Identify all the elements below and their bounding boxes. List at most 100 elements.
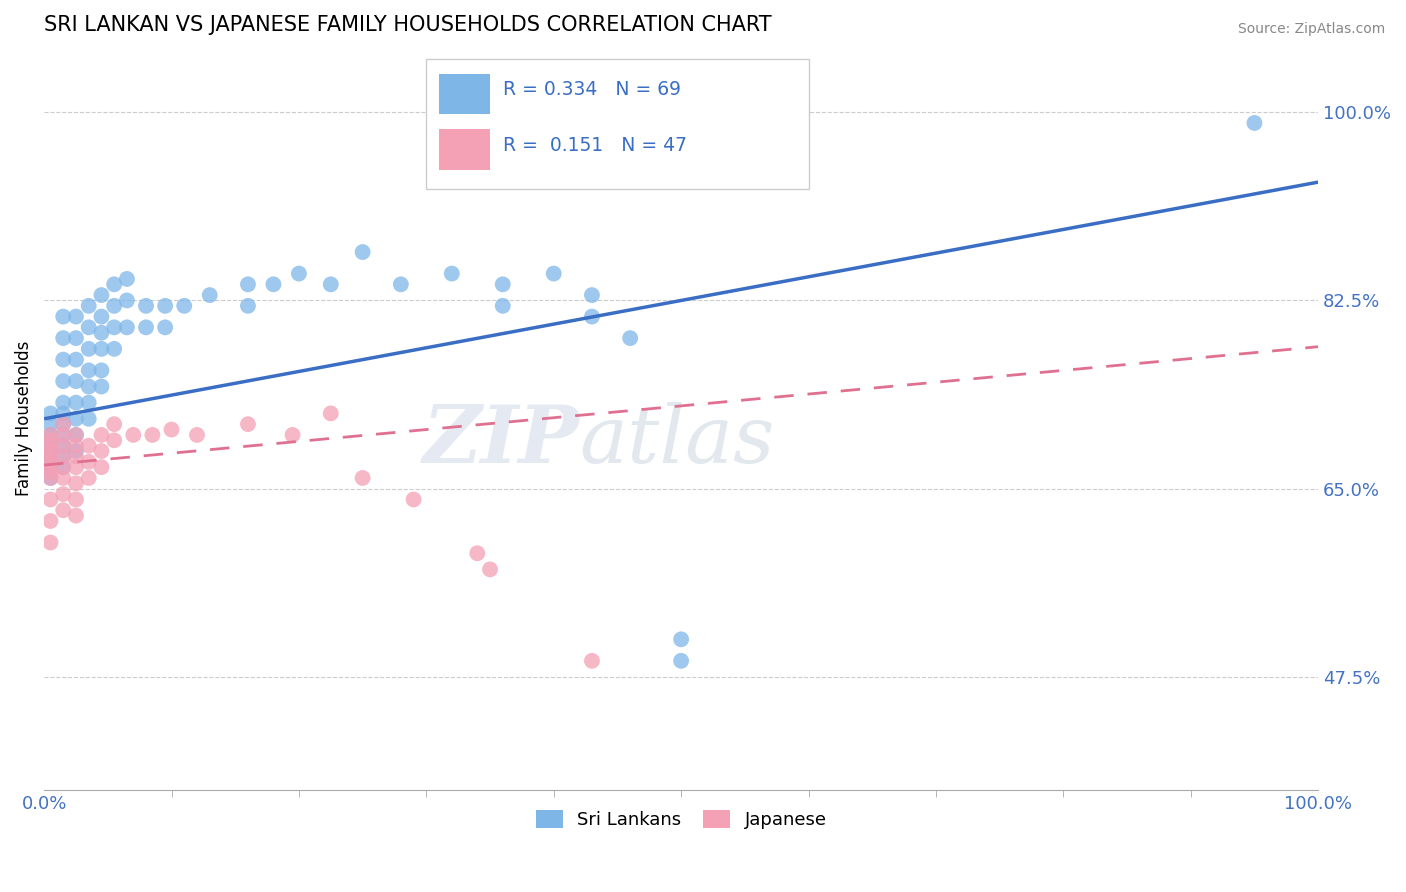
- Point: [103, 434, 125, 448]
- Point: [52, 487, 75, 501]
- Point: [90, 428, 112, 442]
- Point: [90, 363, 112, 377]
- Point: [39, 434, 62, 448]
- Point: [52, 450, 75, 464]
- Point: [389, 277, 412, 292]
- Point: [52, 439, 75, 453]
- Point: [52, 395, 75, 409]
- Point: [543, 267, 565, 281]
- Point: [52, 417, 75, 432]
- Point: [52, 460, 75, 475]
- Point: [90, 342, 112, 356]
- Text: R = 0.334   N = 69: R = 0.334 N = 69: [503, 80, 681, 100]
- Point: [65, 310, 87, 324]
- Point: [39, 455, 62, 469]
- Point: [65, 374, 87, 388]
- Point: [236, 299, 259, 313]
- Point: [352, 471, 374, 485]
- Point: [65, 395, 87, 409]
- Point: [669, 632, 692, 647]
- Y-axis label: Family Households: Family Households: [15, 341, 32, 497]
- Point: [39, 492, 62, 507]
- Point: [402, 492, 425, 507]
- Point: [141, 428, 163, 442]
- Point: [39, 444, 62, 458]
- Point: [173, 299, 195, 313]
- Point: [581, 654, 603, 668]
- Point: [77, 395, 100, 409]
- Point: [65, 331, 87, 345]
- Point: [160, 423, 183, 437]
- Point: [352, 245, 374, 260]
- Point: [319, 406, 342, 420]
- Point: [262, 277, 284, 292]
- Point: [39, 450, 62, 464]
- Point: [65, 492, 87, 507]
- Text: ZIP: ZIP: [422, 402, 579, 480]
- Point: [77, 299, 100, 313]
- Point: [52, 406, 75, 420]
- Point: [581, 310, 603, 324]
- Point: [77, 439, 100, 453]
- Point: [115, 320, 138, 334]
- Point: [52, 352, 75, 367]
- Point: [39, 417, 62, 432]
- Point: [65, 428, 87, 442]
- Point: [103, 277, 125, 292]
- Point: [39, 406, 62, 420]
- Point: [52, 417, 75, 432]
- Point: [440, 267, 463, 281]
- Point: [103, 417, 125, 432]
- Point: [39, 444, 62, 458]
- Point: [39, 450, 62, 464]
- Point: [52, 331, 75, 345]
- Point: [39, 460, 62, 475]
- Point: [39, 471, 62, 485]
- Point: [492, 299, 515, 313]
- Point: [90, 444, 112, 458]
- Point: [52, 374, 75, 388]
- Point: [153, 320, 176, 334]
- Point: [153, 299, 176, 313]
- Point: [288, 267, 311, 281]
- Point: [135, 299, 157, 313]
- Point: [65, 411, 87, 425]
- Point: [52, 503, 75, 517]
- Point: [103, 299, 125, 313]
- Point: [52, 310, 75, 324]
- Text: atlas: atlas: [579, 402, 775, 480]
- Point: [77, 320, 100, 334]
- Point: [135, 320, 157, 334]
- Point: [77, 455, 100, 469]
- Point: [236, 417, 259, 432]
- Text: SRI LANKAN VS JAPANESE FAMILY HOUSEHOLDS CORRELATION CHART: SRI LANKAN VS JAPANESE FAMILY HOUSEHOLDS…: [44, 15, 772, 35]
- Point: [90, 288, 112, 302]
- FancyBboxPatch shape: [439, 129, 491, 170]
- Point: [65, 444, 87, 458]
- Point: [77, 379, 100, 393]
- Point: [39, 428, 62, 442]
- Point: [103, 320, 125, 334]
- Point: [39, 514, 62, 528]
- Point: [52, 450, 75, 464]
- Point: [77, 342, 100, 356]
- Point: [77, 411, 100, 425]
- Text: Source: ZipAtlas.com: Source: ZipAtlas.com: [1237, 22, 1385, 37]
- Point: [492, 277, 515, 292]
- Point: [186, 428, 208, 442]
- Legend: Sri Lankans, Japanese: Sri Lankans, Japanese: [529, 803, 834, 837]
- Point: [52, 428, 75, 442]
- Point: [479, 562, 502, 576]
- Point: [281, 428, 304, 442]
- Point: [39, 535, 62, 549]
- Point: [115, 272, 138, 286]
- FancyBboxPatch shape: [439, 74, 491, 114]
- Point: [52, 439, 75, 453]
- Point: [90, 310, 112, 324]
- Point: [65, 450, 87, 464]
- Point: [90, 326, 112, 340]
- FancyBboxPatch shape: [426, 59, 808, 189]
- Point: [65, 508, 87, 523]
- Point: [319, 277, 342, 292]
- Point: [115, 293, 138, 308]
